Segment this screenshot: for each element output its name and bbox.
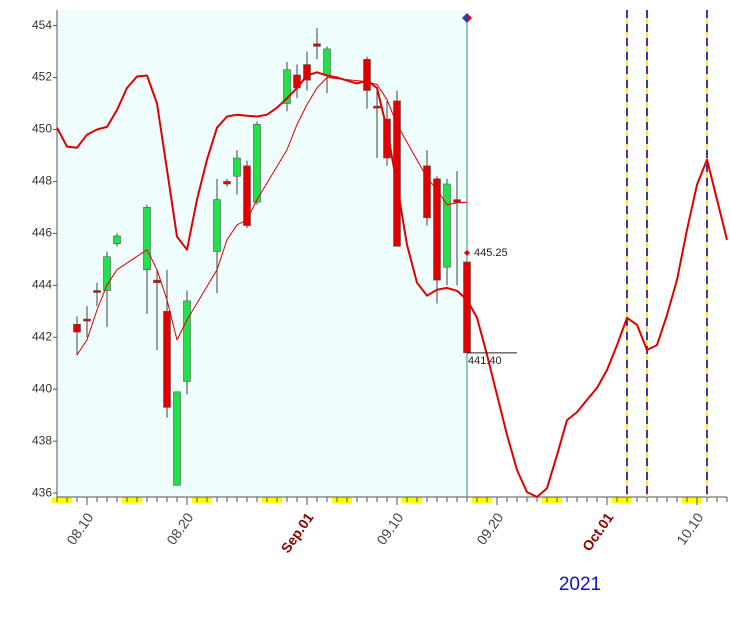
candle-body bbox=[313, 43, 321, 47]
candle-body bbox=[363, 59, 371, 91]
candle-body bbox=[383, 118, 391, 159]
current-marker bbox=[462, 13, 467, 23]
line-series bbox=[56, 71, 728, 498]
current-marker bbox=[467, 13, 472, 23]
candle-body bbox=[113, 235, 121, 245]
candle-body bbox=[453, 199, 461, 203]
candle-body bbox=[173, 391, 181, 486]
candle-body bbox=[93, 290, 101, 293]
candle-body bbox=[433, 178, 441, 281]
candle-body bbox=[83, 318, 91, 322]
annotation-dot bbox=[464, 249, 470, 256]
y-tick-label: 450 bbox=[32, 122, 52, 136]
y-tick-label: 438 bbox=[32, 433, 52, 447]
candle-body bbox=[253, 123, 261, 203]
y-tick-label: 448 bbox=[32, 174, 52, 188]
candle-body bbox=[73, 323, 81, 333]
candle-body bbox=[143, 207, 151, 271]
y-tick-label: 436 bbox=[32, 485, 52, 499]
candle-body bbox=[103, 256, 111, 291]
history-background bbox=[57, 10, 467, 497]
candle-body bbox=[233, 157, 241, 177]
candle-body bbox=[323, 48, 331, 76]
candle-body bbox=[463, 261, 471, 354]
y-tick-label: 444 bbox=[32, 277, 52, 291]
year-label: 2021 bbox=[559, 574, 601, 595]
candle-body bbox=[163, 310, 171, 408]
annotation-label: 441.40 bbox=[468, 355, 502, 367]
candle-body bbox=[283, 69, 291, 104]
candle-body bbox=[393, 100, 401, 247]
candle-body bbox=[243, 165, 251, 226]
y-tick-label: 440 bbox=[32, 381, 52, 395]
candle-body bbox=[213, 199, 221, 252]
candle-body bbox=[423, 165, 431, 219]
candle-body bbox=[153, 279, 161, 284]
line-series bbox=[76, 77, 468, 356]
candle-body bbox=[373, 105, 381, 109]
y-tick-label: 446 bbox=[32, 226, 52, 240]
y-tick-label: 454 bbox=[32, 18, 52, 32]
candle-body bbox=[183, 300, 191, 382]
y-tick-label: 452 bbox=[32, 70, 52, 84]
candle-body bbox=[303, 64, 311, 81]
candle-body bbox=[443, 183, 451, 268]
y-tick-label: 442 bbox=[32, 329, 52, 343]
candle-body bbox=[223, 181, 231, 185]
annotation-label: 445.25 bbox=[474, 247, 508, 259]
